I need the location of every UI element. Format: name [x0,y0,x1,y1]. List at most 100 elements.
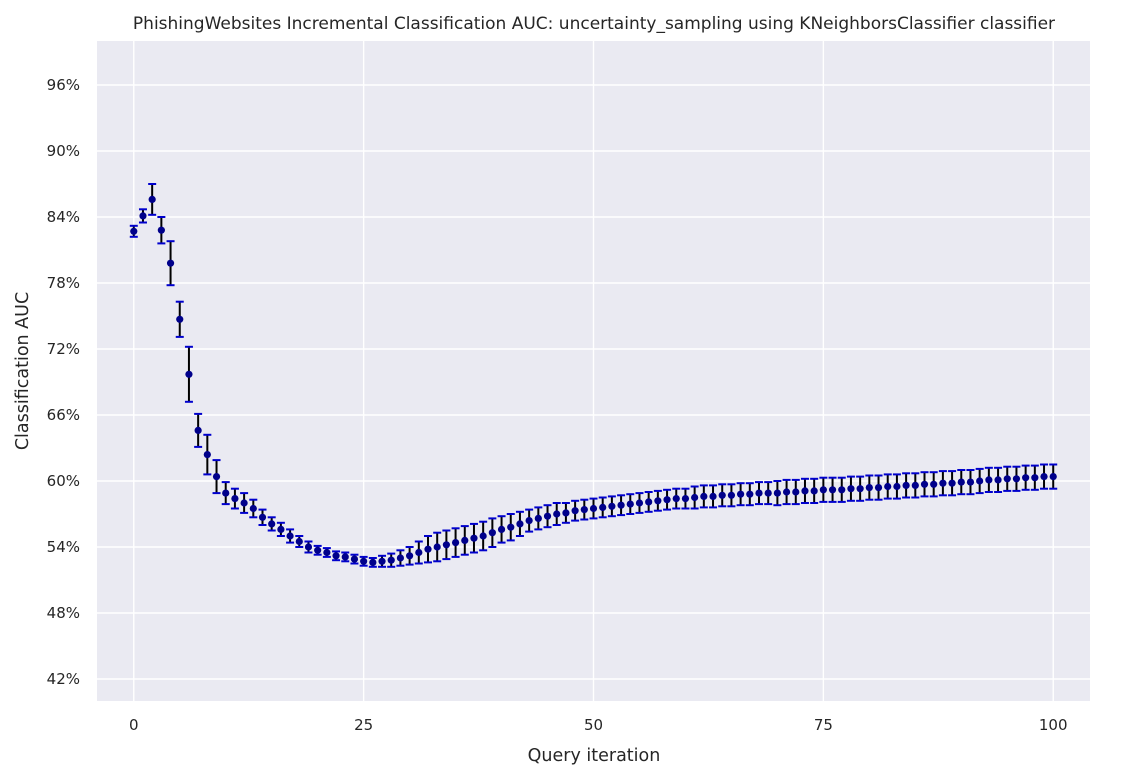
data-point [332,552,340,560]
data-points [130,195,1057,567]
data-point [323,548,331,557]
data-point [709,492,717,500]
data-point [424,545,432,553]
data-point [727,491,736,499]
data-point [966,478,975,486]
data-point [516,520,524,528]
data-point [691,493,699,502]
data-point [194,426,202,434]
data-point [258,513,267,521]
data-point [893,482,901,491]
data-point [700,492,708,500]
data-point [1040,473,1048,481]
data-point [810,487,818,495]
data-point [589,504,598,513]
data-point [553,510,561,518]
data-point [534,514,542,523]
data-point [350,555,359,563]
data-point [157,226,165,234]
data-point [479,532,487,540]
data-point [764,489,772,497]
data-point [277,525,285,534]
data-point [185,370,193,378]
data-point [1022,474,1030,482]
data-point [654,497,662,505]
data-point [663,496,671,504]
data-point [737,490,745,498]
data-point [148,195,156,203]
data-point [994,476,1002,484]
data-point [497,525,506,534]
data-point [470,534,478,542]
data-point [406,552,414,560]
y-tick-label: 48% [47,604,80,622]
data-point [212,473,221,481]
y-tick-label: 90% [47,142,80,160]
data-point [599,503,607,511]
data-point [249,504,257,513]
data-point [626,500,634,508]
data-point [920,480,929,488]
y-tick-label: 42% [47,670,80,688]
data-point [939,479,947,487]
data-point [562,509,570,517]
x-axis-label: Query iteration [528,746,661,766]
data-point [130,227,138,235]
data-point [231,495,239,503]
data-point [792,488,800,496]
data-point [139,212,147,220]
data-point [718,491,726,499]
y-tick-labels: 42% 48% 54% 60% 66% 72% 78% 84% 90% 96% [47,76,80,688]
y-tick-label: 54% [47,538,80,556]
x-tick-label: 75 [814,716,833,734]
data-point [976,477,984,485]
data-point [571,507,579,515]
data-point [1012,475,1021,483]
data-point [902,481,910,489]
data-point [1003,475,1011,483]
data-point [488,529,496,537]
data-point [580,506,588,514]
data-point [847,485,855,493]
data-point [782,488,791,496]
data-point [773,489,781,497]
y-tick-label: 96% [47,76,80,94]
data-point [819,486,827,494]
data-point [525,517,533,525]
y-tick-label: 60% [47,472,80,490]
y-tick-label: 84% [47,208,80,226]
data-point [268,520,276,528]
data-point [681,495,690,503]
x-tick-label: 100 [1039,716,1068,734]
data-point [985,476,993,484]
data-point [240,499,248,507]
data-point [856,485,864,493]
chart-title: PhishingWebsites Incremental Classificat… [133,14,1055,34]
data-point [957,478,965,486]
data-point [838,486,846,494]
x-tick-label: 0 [129,716,139,734]
data-point [617,501,625,509]
data-point [286,532,294,540]
data-point [222,489,230,497]
data-point [672,495,680,503]
data-point [746,490,754,498]
data-point [828,486,837,494]
data-point [304,543,313,551]
data-point [884,482,892,491]
data-point [911,481,919,489]
y-tick-label: 66% [47,406,80,424]
data-point [369,558,377,567]
data-point [948,479,956,487]
data-point [442,541,450,549]
data-point [543,512,552,520]
data-point [295,537,303,546]
data-point [755,489,763,497]
data-point [1049,473,1057,481]
data-point [801,487,809,495]
data-point [451,539,460,547]
x-tick-label: 25 [354,716,373,734]
y-tick-label: 72% [47,340,80,358]
data-point [874,484,883,492]
data-point [314,546,322,554]
